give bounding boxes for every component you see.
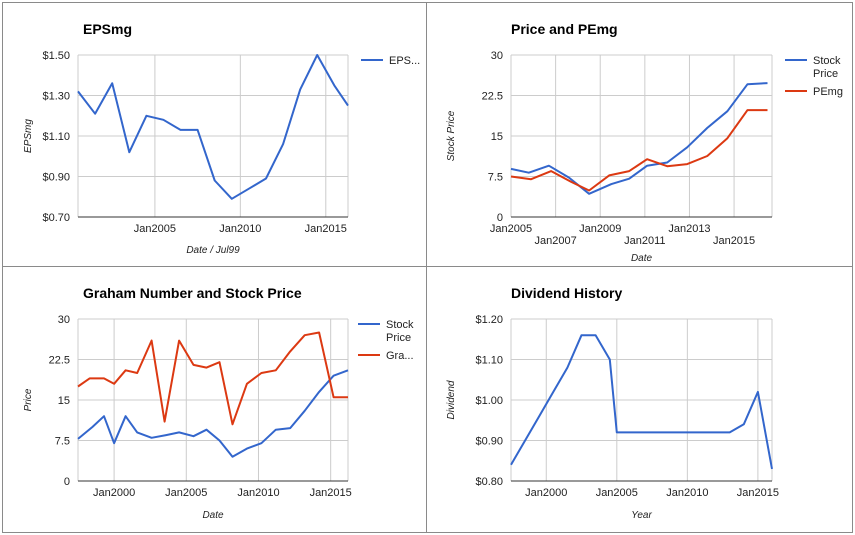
y-tick-label: 15 [58,395,70,407]
legend-label: PEmg [813,86,843,98]
series-line [77,54,349,200]
y-tick-label: $1.20 [475,314,503,326]
x-tick-label: Jan2015 [737,487,779,499]
chart-title: Price and PEmg [511,21,618,37]
x-tick-label: Jan2011 [624,235,665,247]
y-tick-label: 30 [58,314,70,326]
y-tick-label: 7.5 [55,436,70,448]
y-axis-title: Price [23,388,34,411]
x-axis-title: Date [631,253,653,264]
y-axis-title: Dividend [446,380,457,419]
legend-label: Stock Price [386,319,414,344]
y-tick-label: $0.90 [42,172,70,184]
series-line [510,109,768,192]
eps-chart: EPSmg $0.70 $0.90 $1.10 $1.30 $1.50 Jan2005 Jan… [23,21,420,256]
y-tick-label: 7.5 [488,172,503,184]
y-tick-label: $1.10 [42,131,70,143]
y-tick-label: $1.30 [42,91,70,103]
x-tick-label: Jan2005 [134,223,176,235]
x-tick-label: Jan2000 [93,487,135,499]
series-line [77,369,349,458]
y-tick-label: $1.00 [475,395,503,407]
y-tick-label: $1.10 [475,355,503,367]
chart-title: Dividend History [511,285,622,301]
legend-label: Gra... [386,350,414,362]
x-tick-label: Jan2005 [596,487,638,499]
y-tick-label: $0.90 [475,436,503,448]
x-tick-label: Jan2010 [237,487,279,499]
dividend-chart: Dividend History $0.80 $0.90 $1.00 $1.10 $1.2… [446,285,779,521]
y-axis-title: Stock Price [446,110,457,161]
y-axis-title: EPSmg [23,119,34,153]
dividend-chart-panel: Dividend History $0.80 $0.90 $1.00 $1.10 $1.2… [426,266,853,533]
x-axis-title: Year [631,510,652,521]
x-tick-label: Jan2009 [579,223,621,235]
x-tick-label: Jan2000 [525,487,567,499]
y-tick-label: $0.80 [475,476,503,488]
price-pemg-chart-panel: Price and PEmg 0 7.5 15 22.5 30 Jan2005 Jan2007… [426,2,853,268]
x-tick-label: Jan2007 [535,235,577,247]
y-tick-label: 22.5 [482,91,503,103]
chart-title: Graham Number and Stock Price [83,285,302,301]
y-tick-label: $0.70 [42,212,70,224]
y-tick-label: 22.5 [49,355,70,367]
eps-chart-panel: EPSmg $0.70 $0.90 $1.10 $1.30 $1.50 Jan2005 Jan… [2,2,427,268]
x-tick-label: Jan2015 [305,223,347,235]
y-tick-label: 0 [64,476,70,488]
x-tick-label: Jan2010 [219,223,261,235]
x-tick-label: Jan2015 [310,487,352,499]
y-tick-label: $1.50 [42,50,70,62]
legend-label: Stock Price [813,55,841,80]
y-tick-label: 0 [497,212,503,224]
chart-title: EPSmg [83,21,132,37]
x-axis-title: Date [202,510,224,521]
y-tick-label: 30 [491,50,503,62]
x-tick-label: Jan2015 [713,235,755,247]
x-tick-label: Jan2005 [490,223,532,235]
series-line [510,82,768,195]
series-line [77,331,348,426]
graham-chart: Graham Number and Stock Price 0 7.5 15 22.5 3… [23,285,414,521]
series-line [510,334,773,470]
price-pemg-chart: Price and PEmg 0 7.5 15 22.5 30 Jan2005Jan2007… [446,21,843,264]
x-tick-label: Jan2013 [668,223,710,235]
legend-label: EPS... [389,55,420,67]
graham-chart-panel: Graham Number and Stock Price 0 7.5 15 22.5 3… [2,266,427,533]
y-tick-label: 15 [491,131,503,143]
x-tick-label: Jan2010 [666,487,708,499]
x-axis-title: Date / Jul99 [186,245,240,256]
x-tick-label: Jan2005 [165,487,207,499]
